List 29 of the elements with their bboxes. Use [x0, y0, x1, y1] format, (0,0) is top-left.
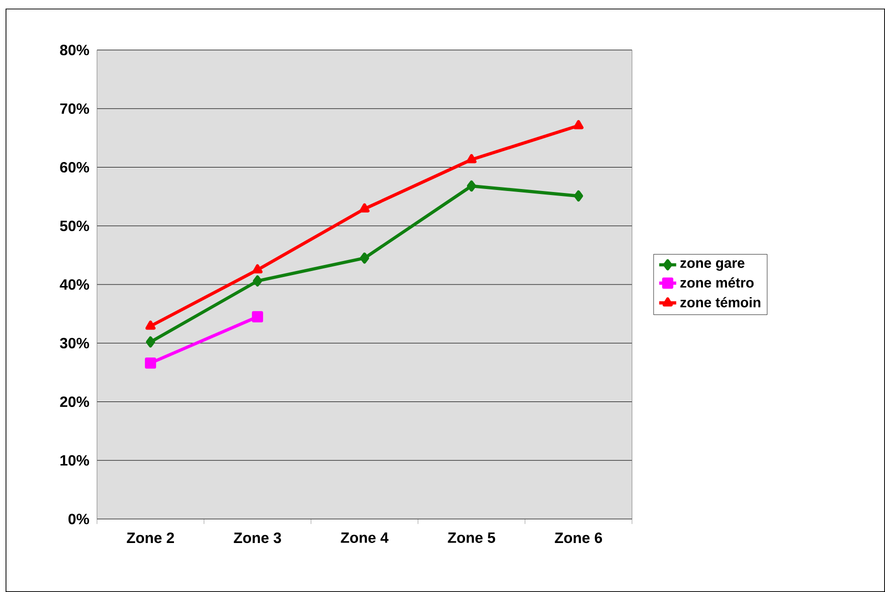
legend-label: zone témoin — [680, 296, 760, 308]
point — [466, 154, 477, 164]
point — [144, 357, 156, 369]
point — [252, 275, 262, 287]
y-tick-label: 0% — [68, 514, 90, 524]
y-tick-label: 10% — [60, 455, 90, 466]
x-tick-label: Zone 5 — [448, 532, 496, 543]
point — [360, 252, 370, 264]
point — [146, 336, 156, 348]
x-tick-label: Zone 3 — [234, 532, 282, 544]
point — [145, 320, 156, 330]
y-tick-label: 70% — [60, 103, 90, 114]
point — [252, 264, 263, 274]
y-tick-label: 60% — [60, 162, 90, 173]
y-tick-label: 30% — [60, 338, 90, 348]
legend-label: zone métro — [680, 277, 754, 288]
y-tick-label: 50% — [60, 220, 90, 232]
point — [359, 203, 370, 212]
x-tick-label: Zone 2 — [126, 532, 174, 544]
point — [252, 311, 264, 322]
y-tick-label: 80% — [60, 44, 90, 56]
point — [466, 180, 476, 192]
y-tick-label: 20% — [60, 396, 90, 408]
point — [574, 190, 584, 202]
x-tick-label: Zone 4 — [340, 532, 388, 543]
y-tick-label: 40% — [60, 279, 90, 290]
point — [573, 120, 584, 130]
legend-label: zone gare — [680, 260, 744, 271]
x-tick-label: Zone 6 — [554, 532, 602, 544]
